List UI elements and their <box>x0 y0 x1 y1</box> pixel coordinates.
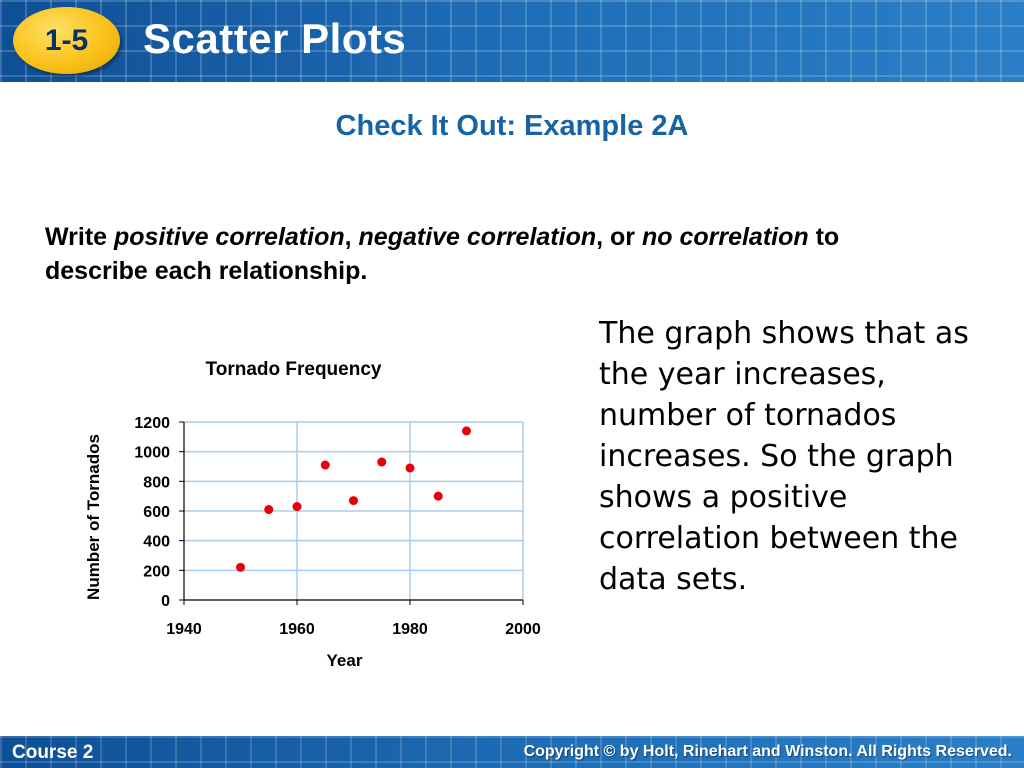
lesson-number-badge: 1-5 <box>13 7 120 74</box>
scatter-chart: Tornado Frequency 0 200 400 600 800 1000 1200 19… <box>84 359 541 670</box>
y-tick-label: 200 <box>143 563 170 580</box>
data-point <box>462 426 471 436</box>
y-tick-label: 1000 <box>134 445 170 462</box>
instructions: Write positive correlation, negative cor… <box>45 220 945 288</box>
data-point <box>377 457 387 467</box>
x-tick-label: 1960 <box>279 621 315 638</box>
copyright-notice: Copyright © by Holt, Rinehart and Winsto… <box>523 743 1012 760</box>
x-tick-label: 1940 <box>166 621 202 638</box>
x-axis-label: Year <box>327 651 363 670</box>
data-point <box>320 460 330 470</box>
example-heading: Check It Out: Example 2A <box>335 110 689 142</box>
x-tick-label: 2000 <box>505 621 541 638</box>
data-point <box>292 502 302 512</box>
y-tick-label: 0 <box>161 593 170 610</box>
y-axis-label: Number of Tornados <box>84 434 103 600</box>
y-tick-label: 600 <box>143 504 170 521</box>
instructions-comma: , <box>344 223 359 251</box>
data-point <box>236 562 245 572</box>
instructions-rest: to describe each relationship. <box>45 223 840 285</box>
y-tick-label: 800 <box>143 474 170 491</box>
header-banner: 1-5 Scatter Plots <box>0 0 1024 82</box>
explanation-text: The graph shows that as the year increas… <box>599 316 969 597</box>
data-point <box>433 491 443 501</box>
footer-bar: Course 2 Copyright © by Holt, Rinehart a… <box>0 736 1024 768</box>
instructions-write: Write <box>45 223 114 251</box>
term-negative-correlation: negative correlation <box>358 223 597 251</box>
instructions-or: , or <box>596 223 642 251</box>
term-positive-correlation: positive correlation <box>114 223 345 251</box>
chart-title: Tornado Frequency <box>206 359 382 380</box>
x-tick-label: 1980 <box>392 621 428 638</box>
course-label: Course 2 <box>12 742 94 763</box>
data-point <box>349 496 358 506</box>
y-tick-label: 400 <box>143 534 170 551</box>
page-title: Scatter Plots <box>143 15 407 62</box>
term-no-correlation: no correlation <box>641 223 809 251</box>
data-point <box>405 463 415 473</box>
y-tick-label: 1200 <box>134 415 170 432</box>
data-point <box>264 505 274 515</box>
